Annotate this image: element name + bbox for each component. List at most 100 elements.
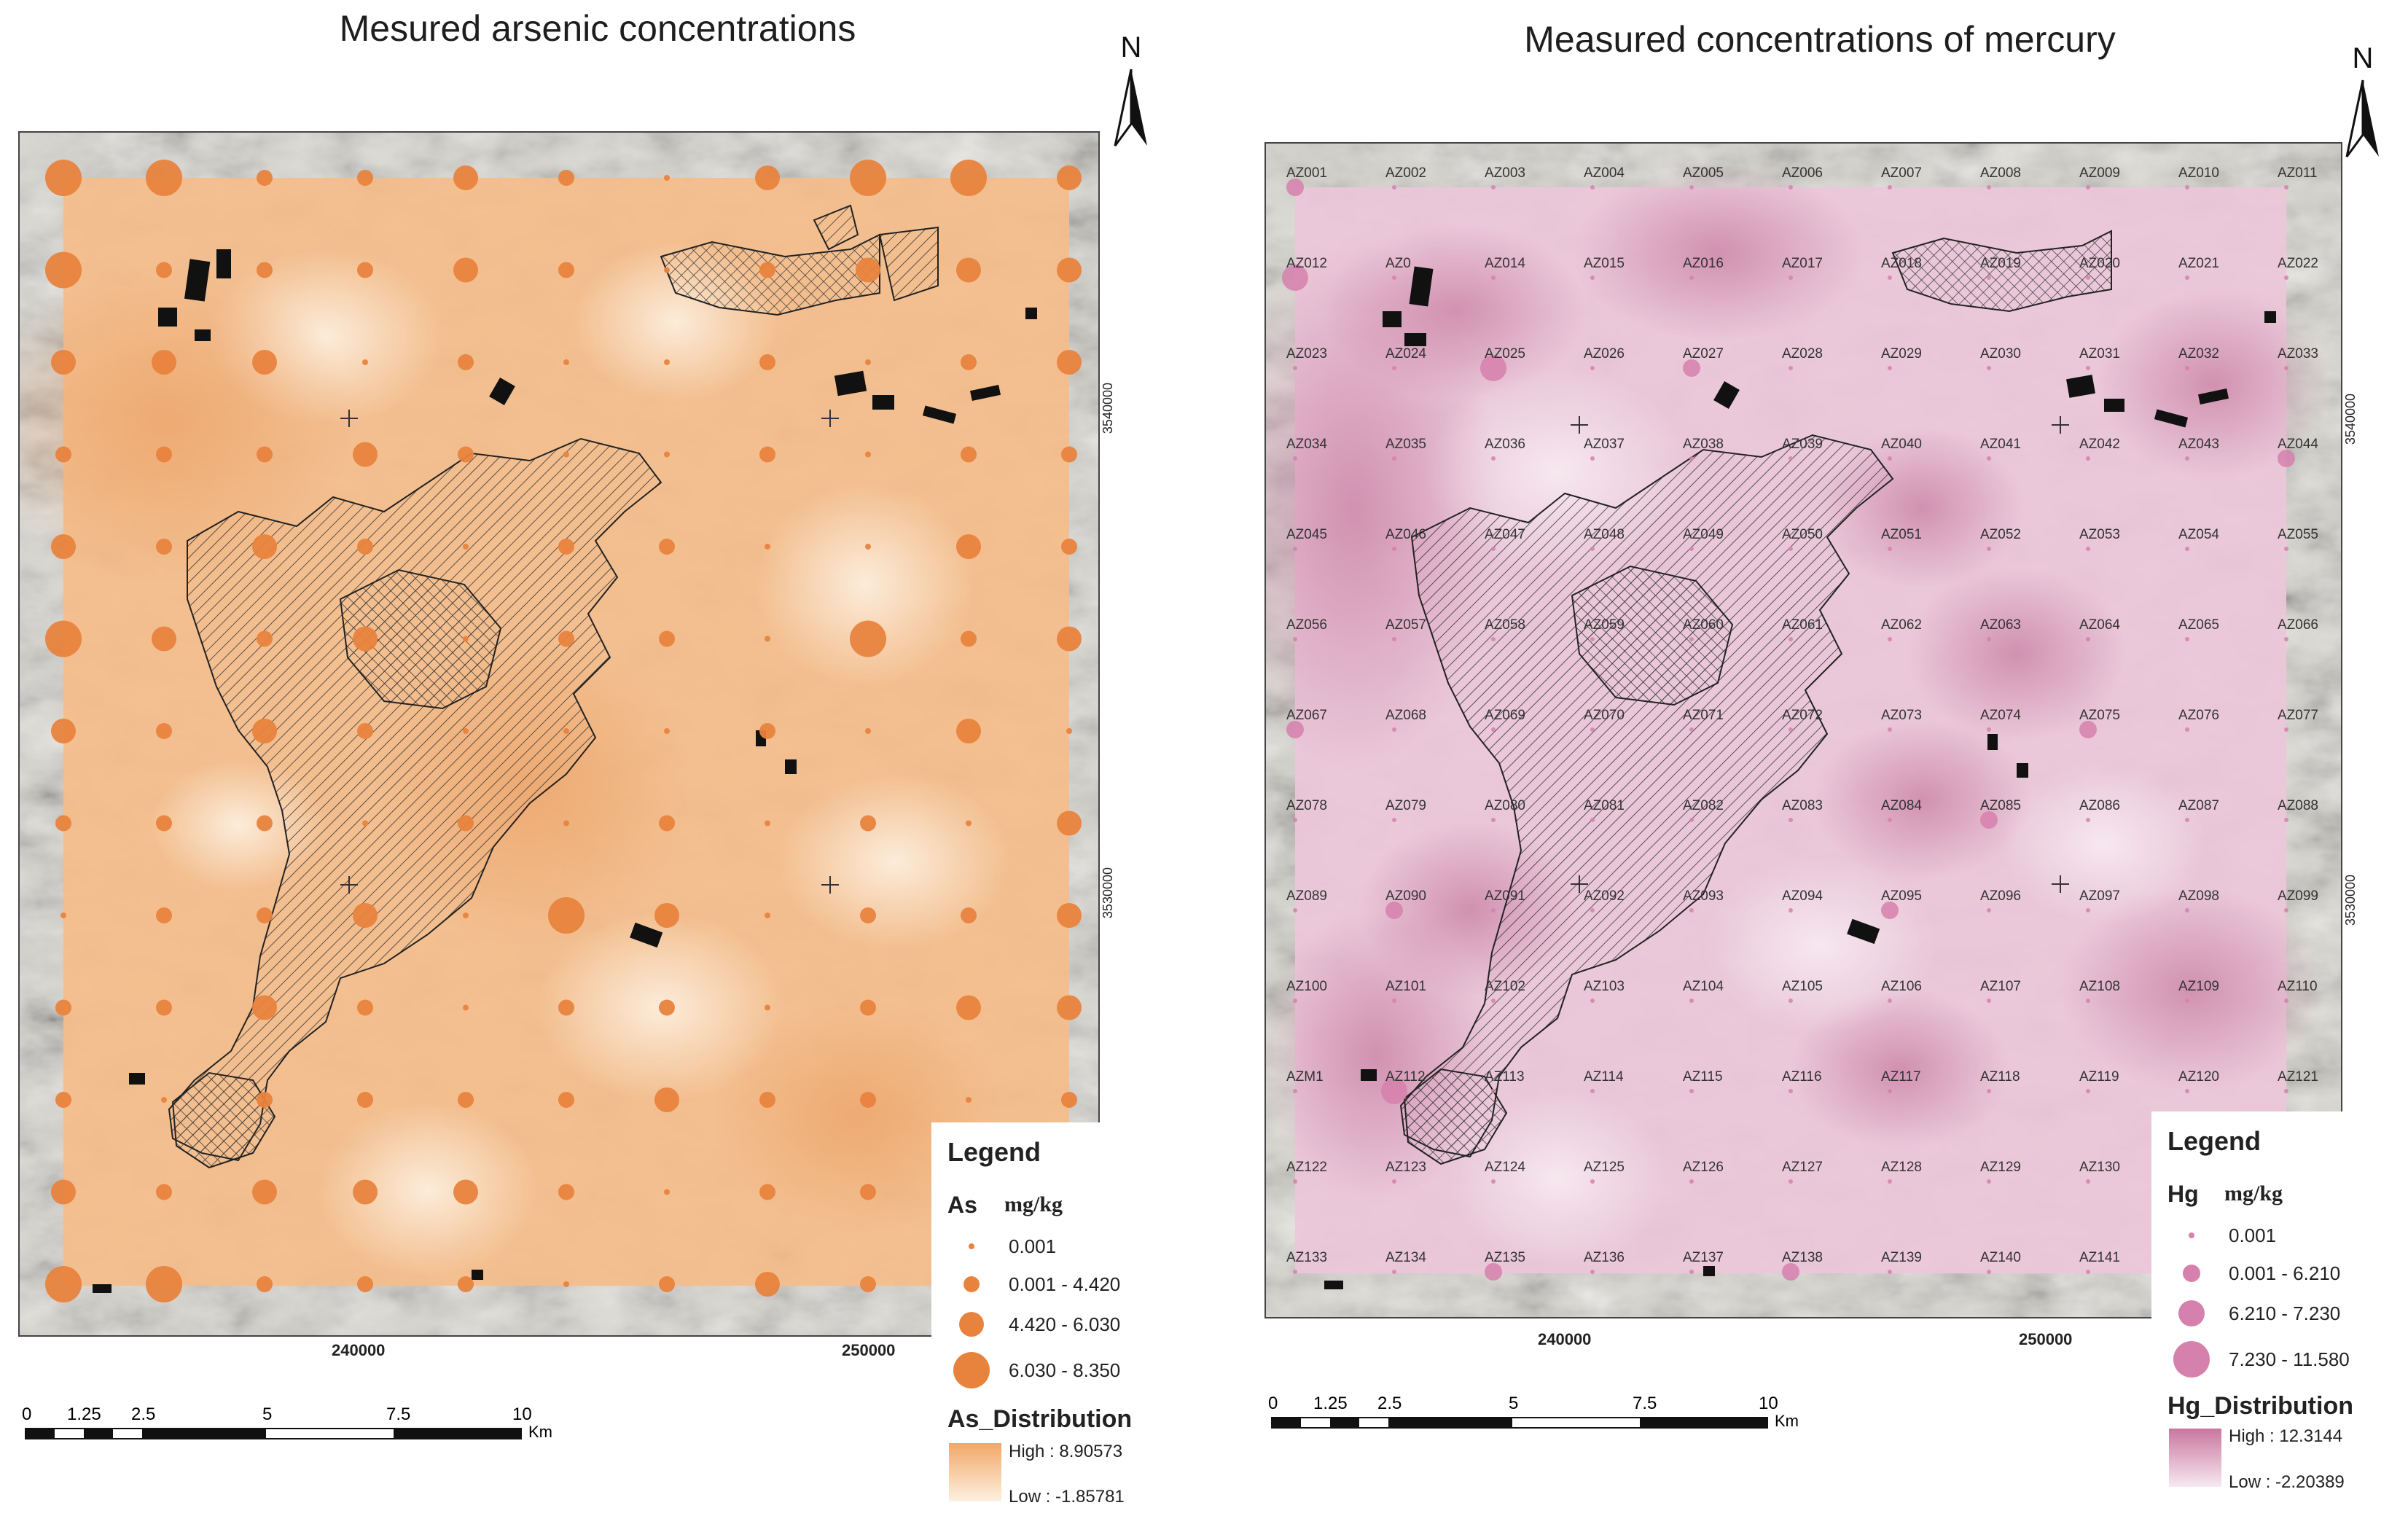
- map-frame: [18, 131, 1100, 1337]
- legend-class-row: 0.001: [2166, 1217, 2276, 1254]
- sample-point: [950, 160, 987, 196]
- sample-point: [2284, 547, 2288, 551]
- sample-point: [2185, 366, 2189, 370]
- sample-id-label: AZ136: [1584, 1250, 1625, 1265]
- sample-point: [357, 999, 373, 1016]
- sample-point: [1392, 727, 1396, 732]
- sample-point: [1385, 902, 1403, 919]
- sample-point: [1888, 1179, 1892, 1184]
- sample-id-label: AZ093: [1683, 888, 1724, 904]
- sample-point: [1987, 727, 1991, 732]
- sample-point: [1590, 366, 1595, 370]
- sample-id-label: AZ016: [1683, 256, 1724, 271]
- sample-id-label: AZ140: [1980, 1250, 2021, 1265]
- sample-point: [1293, 1089, 1297, 1093]
- distribution-title: As_Distribution: [947, 1405, 1133, 1433]
- scale-unit: Km: [528, 1423, 552, 1441]
- sample-point: [1789, 818, 1793, 822]
- sample-point: [1782, 1263, 1799, 1281]
- sample-point: [755, 1272, 780, 1297]
- sample-id-label: AZ039: [1782, 437, 1823, 452]
- scale-label: 5: [1509, 1394, 1518, 1413]
- sample-id-label: AZ084: [1881, 798, 1922, 813]
- sample-point: [2086, 1089, 2090, 1093]
- sample-point: [1491, 547, 1496, 551]
- sample-point: [1057, 350, 1082, 375]
- sample-id-label: AZ081: [1584, 798, 1625, 813]
- sample-point: [2284, 276, 2288, 280]
- sample-point: [759, 262, 775, 278]
- sample-point: [2185, 185, 2189, 190]
- sample-point: [1392, 276, 1396, 280]
- sample-point: [1061, 539, 1077, 555]
- sample-point: [860, 1276, 876, 1292]
- sample-point: [1491, 999, 1496, 1003]
- sample-point: [2086, 185, 2090, 190]
- sample-point: [1888, 547, 1892, 551]
- sample-id-label: AZ031: [2079, 346, 2120, 362]
- sample-point: [1392, 999, 1396, 1003]
- sample-point: [856, 257, 880, 283]
- y-tick-label: 3540000: [1101, 383, 1115, 434]
- sample-point: [966, 820, 972, 827]
- sample-point: [1789, 547, 1793, 551]
- sample-point: [966, 1097, 972, 1103]
- legend-class-row: 6.030 - 8.350: [946, 1352, 1120, 1388]
- map-frame: AZ001 AZ002 AZ003 AZ004 AZ005 AZ006 AZ007 AZ008…: [1264, 142, 2342, 1318]
- sample-point: [463, 728, 469, 734]
- sample-id-label: AZ004: [1584, 165, 1625, 181]
- sample-id-label: AZ104: [1683, 979, 1724, 994]
- hg-sample-points: AZ001 AZ002 AZ003 AZ004 AZ005 AZ006 AZ007 AZ008…: [1282, 165, 2318, 1281]
- legend-class-row: 4.420 - 6.030: [946, 1306, 1120, 1343]
- sample-id-label: AZ021: [2178, 256, 2219, 271]
- sample-id-label: AZ032: [2178, 346, 2219, 362]
- sample-point: [860, 907, 876, 923]
- sample-id-label: AZ0: [1385, 256, 1411, 271]
- sample-point: [458, 815, 474, 832]
- sample-point: [353, 626, 378, 652]
- sample-id-label: AZ114: [1584, 1069, 1624, 1085]
- sample-id-label: AZ119: [2079, 1069, 2119, 1085]
- north-arrow: N: [2334, 40, 2392, 164]
- sample-point: [357, 723, 373, 739]
- sample-point: [453, 257, 478, 283]
- sample-id-label: AZ112: [1385, 1069, 1426, 1085]
- sample-point: [1491, 276, 1496, 280]
- sample-id-label: AZ061: [1782, 617, 1823, 633]
- sample-point: [1689, 1089, 1694, 1093]
- x-tick-label: 250000: [2019, 1330, 2073, 1348]
- sample-point: [1480, 355, 1506, 381]
- sample-id-label: AZ098: [2178, 888, 2219, 904]
- sample-id-label: AZ128: [1881, 1160, 1922, 1175]
- sample-point: [1888, 1089, 1892, 1093]
- sample-point: [2185, 456, 2189, 461]
- sample-id-label: AZ022: [2278, 256, 2318, 271]
- scale-label: 10: [512, 1404, 532, 1424]
- sample-id-label: AZ110: [2278, 979, 2318, 994]
- sample-point: [1066, 728, 1072, 734]
- sample-point: [1491, 908, 1496, 913]
- sample-id-label: AZ019: [1980, 256, 2021, 271]
- sample-point: [1491, 1089, 1496, 1093]
- sample-point: [2185, 276, 2189, 280]
- sample-point: [2284, 727, 2288, 732]
- sample-point: [55, 999, 71, 1016]
- sample-point: [961, 907, 977, 923]
- sample-id-label: AZ123: [1385, 1160, 1426, 1175]
- sample-point: [961, 630, 977, 647]
- scale-label: 5: [262, 1404, 272, 1424]
- point-symbol-icon: [969, 1243, 974, 1249]
- sample-point: [1491, 456, 1496, 461]
- sample-point: [2185, 637, 2189, 641]
- sample-id-label: AZ003: [1485, 165, 1525, 181]
- sample-point: [1057, 810, 1082, 836]
- sample-id-label: AZ109: [2178, 979, 2219, 994]
- sample-point: [1392, 366, 1396, 370]
- sample-id-label: AZ070: [1584, 708, 1625, 723]
- legend-title: Legend: [2167, 1126, 2262, 1156]
- sample-id-label: AZ036: [1485, 437, 1525, 452]
- sample-point: [759, 723, 775, 739]
- sample-point: [45, 251, 82, 289]
- sample-id-label: AZ080: [1485, 798, 1525, 813]
- sample-id-label: AZ096: [1980, 888, 2021, 904]
